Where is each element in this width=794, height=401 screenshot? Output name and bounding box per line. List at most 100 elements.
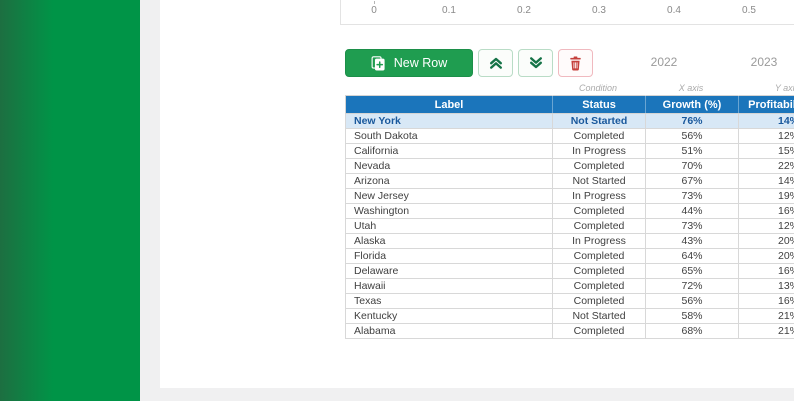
- cell-profitability[interactable]: 14%: [738, 173, 794, 189]
- table-row[interactable]: New York Not Started 76% 14%: [345, 113, 794, 129]
- cell-growth[interactable]: 68%: [645, 323, 739, 339]
- cell-status[interactable]: In Progress: [552, 143, 646, 159]
- table-row[interactable]: Florida Completed 64% 20%: [345, 248, 794, 264]
- sidebar: [0, 0, 140, 401]
- cell-status[interactable]: Not Started: [552, 173, 646, 189]
- cell-growth[interactable]: 44%: [645, 203, 739, 219]
- cell-growth[interactable]: 64%: [645, 248, 739, 264]
- y-axis-hint-label: Y axis: [774, 83, 794, 93]
- cell-profitability[interactable]: 14%: [738, 113, 794, 129]
- cell-label[interactable]: Delaware: [345, 263, 553, 279]
- cell-growth[interactable]: 76%: [645, 113, 739, 129]
- table-row[interactable]: Delaware Completed 65% 16%: [345, 263, 794, 279]
- cell-status[interactable]: Completed: [552, 323, 646, 339]
- tab-2023[interactable]: 2023: [750, 55, 778, 69]
- column-header-status: Status: [552, 95, 646, 114]
- cell-label[interactable]: Utah: [345, 218, 553, 234]
- cell-profitability[interactable]: 16%: [738, 263, 794, 279]
- cell-profitability[interactable]: 12%: [738, 128, 794, 144]
- axis-tick-label: 0.2: [517, 5, 531, 16]
- table-row[interactable]: Texas Completed 56% 16%: [345, 293, 794, 309]
- cell-growth[interactable]: 73%: [645, 188, 739, 204]
- cell-growth[interactable]: 67%: [645, 173, 739, 189]
- cell-status[interactable]: Completed: [552, 128, 646, 144]
- cell-status[interactable]: Completed: [552, 203, 646, 219]
- cell-profitability[interactable]: 13%: [738, 278, 794, 294]
- cell-label[interactable]: Arizona: [345, 173, 553, 189]
- cell-label[interactable]: Washington: [345, 203, 553, 219]
- trash-icon: [569, 55, 582, 71]
- cell-status[interactable]: Completed: [552, 278, 646, 294]
- cell-label[interactable]: South Dakota: [345, 128, 553, 144]
- column-header-growth: Growth (%): [645, 95, 739, 114]
- cell-label[interactable]: New York: [345, 113, 553, 129]
- cell-profitability[interactable]: 20%: [738, 233, 794, 249]
- cell-label[interactable]: New Jersey: [345, 188, 553, 204]
- cell-label[interactable]: Texas: [345, 293, 553, 309]
- cell-status[interactable]: Not Started: [552, 113, 646, 129]
- table-row[interactable]: Hawaii Completed 72% 13%: [345, 278, 794, 294]
- x-axis-hint-label: X axis: [678, 83, 704, 93]
- cell-growth[interactable]: 70%: [645, 158, 739, 174]
- table-row[interactable]: Utah Completed 73% 12%: [345, 218, 794, 234]
- cell-growth[interactable]: 72%: [645, 278, 739, 294]
- new-row-button[interactable]: New Row: [345, 49, 473, 77]
- table-row[interactable]: South Dakota Completed 56% 12%: [345, 128, 794, 144]
- cell-label[interactable]: Kentucky: [345, 308, 553, 324]
- cell-label[interactable]: Alabama: [345, 323, 553, 339]
- cell-status[interactable]: Completed: [552, 263, 646, 279]
- chevrons-down-icon: [528, 55, 544, 71]
- cell-growth[interactable]: 65%: [645, 263, 739, 279]
- chevrons-up-icon: [488, 55, 504, 71]
- cell-status[interactable]: Completed: [552, 158, 646, 174]
- cell-profitability[interactable]: 12%: [738, 218, 794, 234]
- cell-status[interactable]: Completed: [552, 218, 646, 234]
- delete-row-button[interactable]: [558, 49, 593, 77]
- table-row[interactable]: Arizona Not Started 67% 14%: [345, 173, 794, 189]
- table-row[interactable]: New Jersey In Progress 73% 19%: [345, 188, 794, 204]
- cell-growth[interactable]: 51%: [645, 143, 739, 159]
- cell-label[interactable]: Alaska: [345, 233, 553, 249]
- table-row[interactable]: Washington Completed 44% 16%: [345, 203, 794, 219]
- cell-profitability[interactable]: 19%: [738, 188, 794, 204]
- move-row-up-button[interactable]: [478, 49, 513, 77]
- cell-profitability[interactable]: 21%: [738, 323, 794, 339]
- cell-growth[interactable]: 56%: [645, 128, 739, 144]
- tab-2022[interactable]: 2022: [650, 55, 678, 69]
- table-row[interactable]: Kentucky Not Started 58% 21%: [345, 308, 794, 324]
- cell-status[interactable]: Not Started: [552, 308, 646, 324]
- data-table: Label Status Growth (%) Profitability (%…: [345, 95, 794, 339]
- new-row-button-label: New Row: [393, 56, 448, 70]
- table-row[interactable]: Alabama Completed 68% 21%: [345, 323, 794, 339]
- axis-tick-label: 0.3: [592, 5, 606, 16]
- table-row[interactable]: California In Progress 51% 15%: [345, 143, 794, 159]
- cell-status[interactable]: In Progress: [552, 188, 646, 204]
- cell-growth[interactable]: 73%: [645, 218, 739, 234]
- cell-label[interactable]: Hawaii: [345, 278, 553, 294]
- cell-growth[interactable]: 56%: [645, 293, 739, 309]
- cell-label[interactable]: California: [345, 143, 553, 159]
- column-header-label: Label: [345, 95, 553, 114]
- cell-status[interactable]: Completed: [552, 293, 646, 309]
- cell-label[interactable]: Nevada: [345, 158, 553, 174]
- cell-profitability[interactable]: 15%: [738, 143, 794, 159]
- table-row[interactable]: Alaska In Progress 43% 20%: [345, 233, 794, 249]
- axis-tick-label: 0.1: [442, 5, 456, 16]
- cell-profitability[interactable]: 20%: [738, 248, 794, 264]
- cell-growth[interactable]: 43%: [645, 233, 739, 249]
- column-header-profitability: Profitability (%): [738, 95, 794, 114]
- table-body: New York Not Started 76% 14% South Dakot…: [345, 113, 794, 339]
- cell-profitability[interactable]: 21%: [738, 308, 794, 324]
- cell-status[interactable]: Completed: [552, 248, 646, 264]
- axis-tick-mark: [374, 1, 375, 4]
- add-file-icon: [371, 55, 386, 71]
- cell-growth[interactable]: 58%: [645, 308, 739, 324]
- cell-profitability[interactable]: 22%: [738, 158, 794, 174]
- cell-profitability[interactable]: 16%: [738, 203, 794, 219]
- cell-label[interactable]: Florida: [345, 248, 553, 264]
- axis-tick-label: 0.5: [742, 5, 756, 16]
- table-row[interactable]: Nevada Completed 70% 22%: [345, 158, 794, 174]
- move-row-down-button[interactable]: [518, 49, 553, 77]
- cell-status[interactable]: In Progress: [552, 233, 646, 249]
- cell-profitability[interactable]: 16%: [738, 293, 794, 309]
